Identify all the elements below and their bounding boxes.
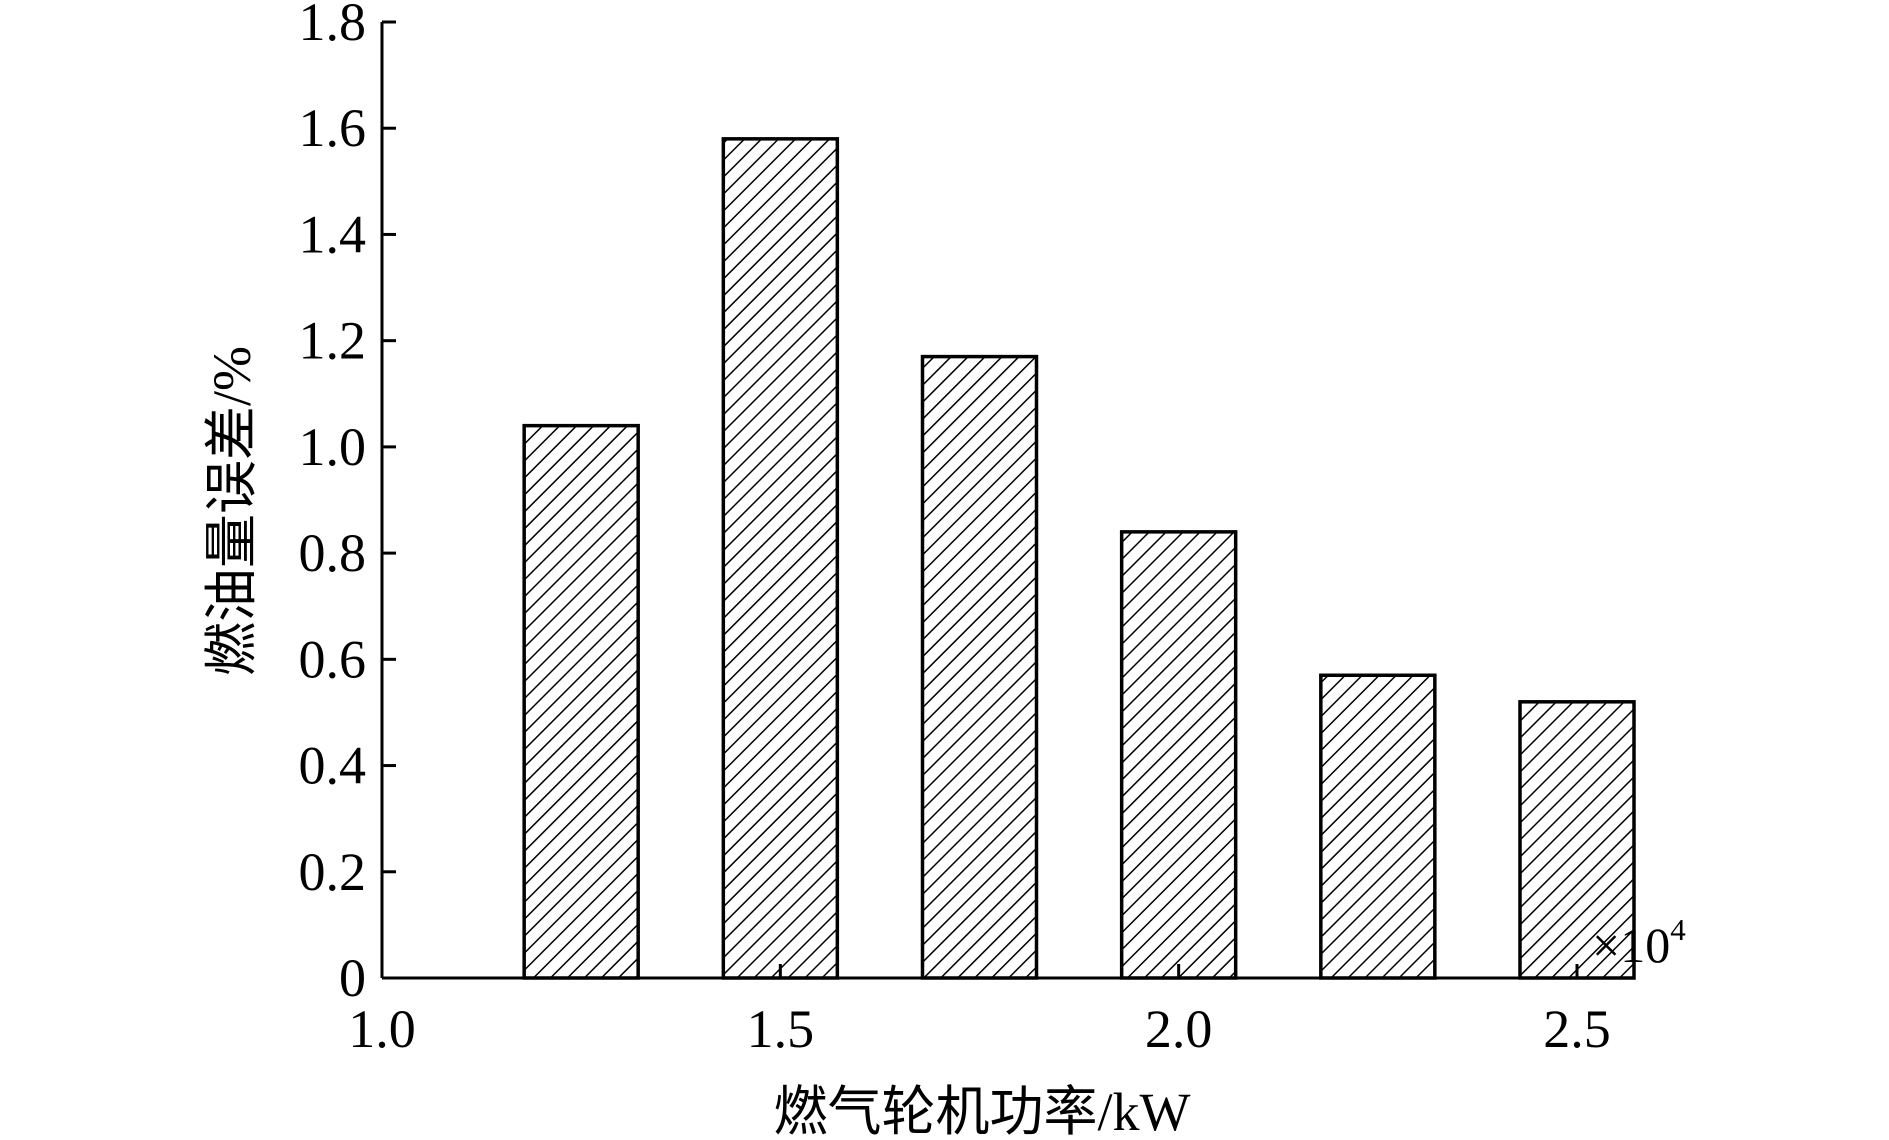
y-tick-label: 0 [339,948,366,1008]
bar [1518,700,1636,980]
x-axis-multiplier: ×104 [1592,912,1686,973]
y-tick-label: 0.2 [299,842,367,902]
bar [522,423,640,980]
x-axis-label: 燃气轮机功率/kW [774,1082,1191,1140]
bar [920,354,1039,980]
x-tick-label: 2.0 [1145,999,1213,1059]
x-axis-ticks: 1.0 1.5 2.0 2.5 [348,964,1611,1059]
y-tick-label: 1.6 [299,98,367,158]
y-tick-label: 0.4 [299,736,367,796]
y-tick-label: 1.2 [299,311,367,371]
y-tick-label: 1.0 [299,417,367,477]
axes [380,22,1577,980]
bar-series [522,137,1636,980]
bar [721,137,840,980]
x-tick-label: 1.0 [348,999,416,1059]
y-tick-label: 0.6 [299,629,367,689]
y-tick-label: 0.8 [299,523,367,583]
y-tick-label: 1.8 [299,0,367,52]
x-tick-label: 1.5 [747,999,815,1059]
y-axis-label: 燃油量误差/% [202,346,262,676]
y-tick-label: 1.4 [299,204,367,264]
y-axis-ticks: 0 0.2 0.4 0.6 0.8 1.0 1.2 1.4 1.6 1.8 [299,0,396,1008]
bar [1119,530,1238,980]
bar [1319,673,1437,980]
x-tick-label: 2.5 [1543,999,1611,1059]
